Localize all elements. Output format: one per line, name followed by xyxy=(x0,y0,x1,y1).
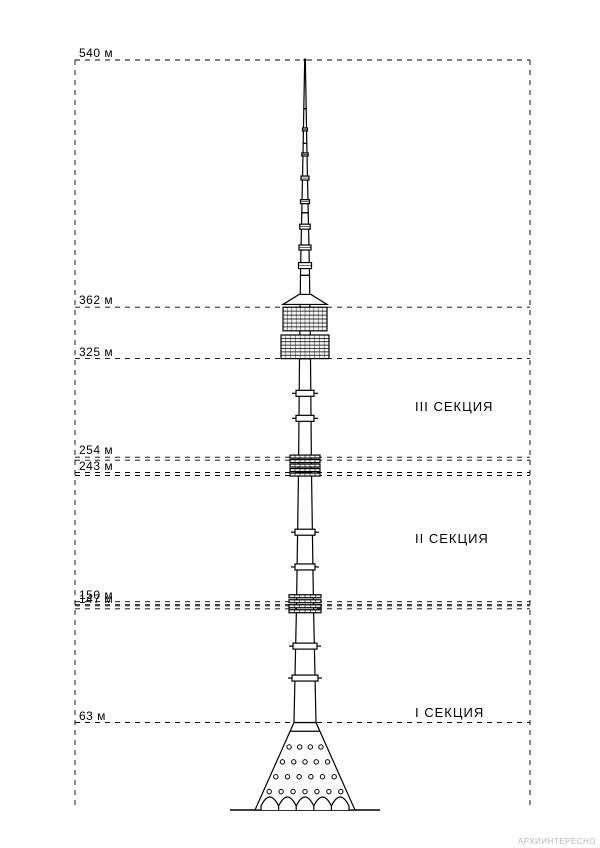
height-label: 540 м xyxy=(79,46,113,60)
height-label: 325 м xyxy=(79,345,113,359)
section-label: I СЕКЦИЯ xyxy=(415,705,484,720)
section-label: II СЕКЦИЯ xyxy=(415,531,489,546)
tower-elevation-diagram: 540 м362 м325 м254 м243 м150 м147 м63 мI… xyxy=(0,0,600,848)
height-label: 243 м xyxy=(79,459,113,473)
height-label: 254 м xyxy=(79,443,113,457)
height-label: 63 м xyxy=(79,709,106,723)
height-label: 362 м xyxy=(79,293,113,307)
height-label: 147 м xyxy=(79,592,113,606)
watermark: АРХИИНТЕРЕСНО xyxy=(518,837,596,846)
section-label: III СЕКЦИЯ xyxy=(415,399,493,414)
